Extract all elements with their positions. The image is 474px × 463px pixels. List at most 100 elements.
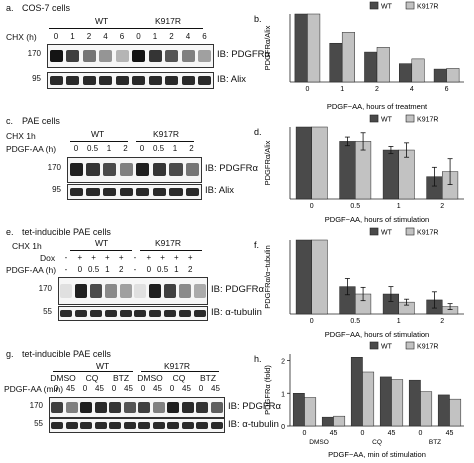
blot-band — [186, 163, 200, 177]
panel-c-wt-bracket — [70, 141, 128, 142]
blot-band — [132, 76, 146, 85]
blot-band — [196, 402, 209, 413]
panel-e-row-label-pdgf: PDGF-AA (h) — [6, 265, 57, 275]
blot-band — [80, 402, 93, 413]
bar-k917r-2 — [376, 47, 390, 83]
molecular-weight-marker: 170 — [29, 400, 43, 410]
x-tick-label: 1 — [340, 86, 344, 93]
blot-band — [82, 76, 96, 85]
bar-k917r-0 — [304, 397, 317, 427]
ib-label: IB: α-tubulin — [211, 306, 262, 318]
blot-band — [65, 402, 78, 413]
x-tick-label: 1 — [397, 318, 401, 325]
ib-label: IB: Alix — [217, 73, 247, 85]
lane-label: 2 — [187, 265, 193, 274]
x-tick-label: 0.5 — [350, 203, 360, 210]
blot-band — [136, 163, 150, 177]
panel-c-title: PAE cells — [22, 116, 60, 126]
lane-label: 1 — [70, 32, 75, 41]
legend: WT K917R — [369, 227, 438, 237]
chart-panel-label: f. — [254, 240, 259, 250]
bar-k917r-0 — [307, 13, 321, 83]
legend-label: K917R — [417, 230, 438, 237]
legend: WT K917R — [369, 1, 438, 11]
bar-wt-6 — [433, 68, 447, 83]
lane-label: 0 — [198, 384, 204, 393]
blot-band — [109, 421, 122, 429]
dox-sign: + — [77, 253, 83, 262]
blot-g-1 — [49, 418, 225, 433]
lane-label: 0.5 — [157, 265, 169, 274]
blot-c-1 — [67, 184, 202, 200]
molecular-weight-marker: 55 — [34, 418, 43, 428]
blot-band — [164, 283, 176, 299]
blot-band — [167, 421, 180, 429]
blot-band — [49, 76, 63, 85]
blot-band — [178, 283, 191, 299]
blot-band — [119, 283, 132, 299]
x-tick-label: 1 — [397, 203, 401, 210]
lane-label: 0 — [169, 384, 175, 393]
dox-sign: + — [118, 253, 124, 262]
legend-swatch — [405, 341, 415, 350]
bar-k917r-0 — [311, 239, 328, 315]
panel-c-k917r-bracket — [136, 141, 194, 142]
legend-label: K917R — [417, 117, 438, 124]
panel-c-treatment-label: CHX 1h — [6, 131, 36, 141]
bar-wt-0 — [295, 239, 312, 315]
blot-band — [198, 76, 212, 85]
blot-band — [86, 163, 100, 177]
panel-a-wt-bracket — [49, 28, 146, 29]
molecular-weight-marker: 170 — [38, 284, 52, 293]
bar-wt-45 — [437, 394, 450, 427]
treatment-label: BTZ — [112, 373, 130, 383]
blot-band — [198, 49, 212, 62]
lane-label: 2 — [86, 32, 92, 41]
bar-wt-0 — [295, 126, 312, 200]
x-tick-label: 0 — [419, 430, 423, 437]
blot-band — [49, 49, 63, 62]
panel-e-label: e. — [6, 227, 14, 237]
lane-label: 2 — [189, 144, 194, 153]
lane-label: 2 — [118, 265, 124, 274]
blot-band — [149, 309, 162, 317]
bar-k917r-0 — [311, 126, 328, 200]
panel-a-group-wt: WT — [95, 16, 109, 26]
treatment-label: CQ — [85, 373, 99, 383]
lane-label: 4 — [103, 32, 108, 41]
lane-label: 1 — [106, 144, 112, 153]
blot-band — [94, 421, 107, 429]
blot-e-1 — [58, 306, 208, 321]
blot-band — [115, 49, 129, 62]
blot-band — [134, 309, 147, 317]
bar-k917r-4 — [411, 58, 425, 83]
dox-sign: + — [174, 253, 179, 262]
blot-band — [60, 283, 73, 299]
bar-k917r-45 — [391, 379, 404, 427]
bar-k917r-6 — [446, 68, 460, 83]
x-group-label: DMSO — [309, 439, 329, 446]
blot-band — [193, 309, 206, 317]
blot-band — [196, 421, 209, 429]
ib-label: IB: α-tubulin — [228, 418, 279, 430]
panel-c-group-k917r: K917R — [153, 129, 179, 139]
blot-band — [123, 402, 136, 413]
x-tick-label: 45 — [388, 430, 396, 437]
blot-c-0 — [67, 157, 202, 183]
bar-wt-2 — [364, 51, 378, 83]
blot-band — [152, 163, 167, 177]
y-axis-label: PDGFRα/Alix — [263, 25, 272, 70]
legend-swatch — [405, 227, 415, 236]
legend: WT K917R — [369, 114, 438, 124]
treatment-label: CQ — [172, 373, 186, 383]
lane-label: 0 — [146, 265, 152, 274]
panel-c-group-wt: WT — [91, 129, 105, 139]
blot-band — [165, 49, 179, 62]
lane-label: 0.5 — [86, 144, 99, 153]
bar-wt-45 — [321, 416, 334, 427]
bar-wt-0 — [294, 13, 308, 83]
legend-swatch — [369, 114, 379, 123]
blot-band — [51, 402, 64, 413]
x-tick-label: 0 — [310, 318, 314, 325]
